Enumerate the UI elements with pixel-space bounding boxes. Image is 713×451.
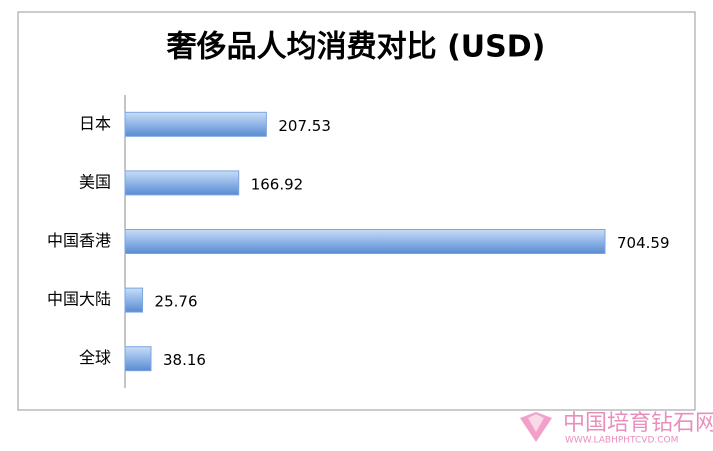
bar <box>124 229 606 254</box>
bar <box>124 170 240 196</box>
watermark: 中国培育钻石网 WWW.LABHPHTCVD.COM <box>520 411 713 446</box>
chart-title: 奢侈品人均消费对比 (USD) <box>167 30 546 65</box>
y-tick-label: 日本 <box>79 114 111 133</box>
value-label: 704.59 <box>617 234 670 252</box>
y-tick-label: 中国大陆 <box>47 290 111 309</box>
watermark-url: WWW.LABHPHTCVD.COM <box>565 436 678 446</box>
y-tick-label: 中国香港 <box>47 231 111 250</box>
value-label: 38.16 <box>163 351 206 369</box>
bar <box>124 346 152 372</box>
logo-highlight <box>528 414 544 432</box>
y-tick-label: 全球 <box>79 348 111 367</box>
watermark-name: 中国培育钻石网 <box>563 411 713 436</box>
bar <box>124 287 144 313</box>
y-tick-label: 美国 <box>79 172 111 191</box>
bar <box>124 111 267 137</box>
value-label: 25.76 <box>155 293 198 311</box>
value-label: 207.53 <box>278 117 331 135</box>
chart-frame <box>17 11 696 411</box>
value-label: 166.92 <box>251 175 303 193</box>
